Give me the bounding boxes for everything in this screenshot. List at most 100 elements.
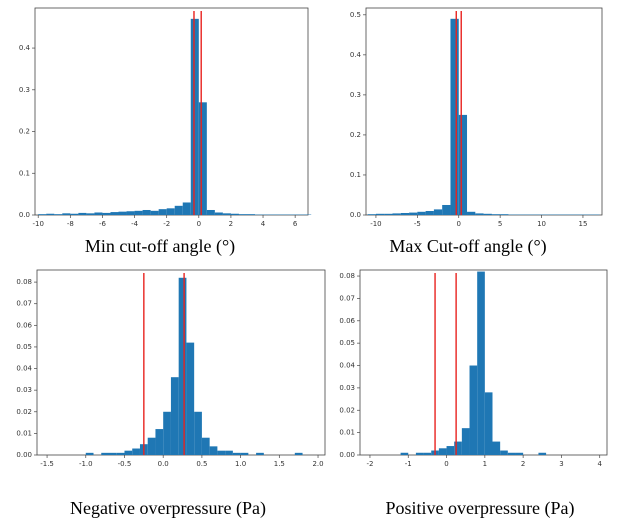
x-tick-label: -2 (366, 460, 373, 468)
x-tick-label: -4 (131, 220, 139, 228)
y-tick-label: 0.05 (16, 343, 32, 351)
x-tick-label: 1.5 (274, 460, 285, 468)
histogram-bar (85, 452, 94, 455)
x-tick-label: 1.0 (235, 460, 246, 468)
histogram-bar (46, 213, 55, 215)
y-tick-label: 0.1 (350, 171, 361, 179)
histogram-bar (102, 212, 111, 215)
y-tick-label: 0.2 (19, 128, 30, 136)
histogram-bar (240, 452, 249, 455)
histogram-bar (147, 437, 156, 455)
x-axis-label: Positive overpressure (Pa) (386, 498, 575, 519)
histogram-bar (433, 209, 443, 215)
histogram-bar (500, 450, 508, 455)
x-tick-label: 1 (483, 460, 487, 468)
histogram-bar (142, 209, 151, 215)
histogram-bar (124, 450, 133, 455)
histogram-bar (367, 214, 376, 215)
y-tick-label: 0.4 (19, 44, 31, 52)
histogram-bar (538, 452, 547, 455)
y-tick-label: 0.0 (19, 211, 30, 219)
y-tick-label: 0.00 (16, 451, 32, 459)
x-tick-label: -5 (414, 220, 421, 228)
x-tick-label: 4 (261, 220, 266, 228)
x-axis-label: Min cut-off angle (°) (85, 236, 235, 257)
histogram-bar (484, 392, 493, 455)
y-tick-label: 0.03 (16, 386, 32, 394)
x-tick-label: 5 (498, 220, 502, 228)
histogram-bar (198, 102, 207, 215)
x-tick-label: 6 (293, 220, 298, 228)
histogram-bar (70, 213, 79, 215)
histogram-bar (54, 214, 63, 215)
x-tick-label: 4 (597, 460, 602, 468)
x-tick-label: -0.5 (118, 460, 132, 468)
histogram-bar (101, 452, 109, 455)
x-tick-label: -1 (405, 460, 412, 468)
histogram-bar (475, 213, 484, 215)
histogram-bar (425, 210, 434, 215)
histogram-bar (126, 211, 135, 215)
histogram-bar (38, 214, 47, 215)
histogram-bar (515, 452, 524, 455)
x-tick-label: -2 (163, 220, 170, 228)
x-tick-label: -8 (67, 220, 74, 228)
histogram-bar (116, 452, 125, 455)
histogram-bar (500, 214, 509, 215)
histogram-bar (238, 214, 247, 215)
x-tick-label: -10 (32, 220, 43, 228)
x-tick-label: -10 (370, 220, 381, 228)
histogram-bar (400, 212, 410, 215)
y-tick-label: 0.06 (339, 317, 355, 325)
y-tick-label: 0.06 (16, 321, 32, 329)
y-tick-label: 0.00 (339, 451, 355, 459)
y-tick-label: 0.02 (16, 408, 32, 416)
histogram-bar (392, 213, 401, 215)
histogram-bar (163, 411, 171, 455)
histogram-bar (118, 211, 127, 215)
histogram-bar (166, 208, 175, 215)
histogram-bar (256, 452, 264, 455)
y-tick-label: 0.5 (350, 11, 361, 19)
histogram-bar (232, 452, 241, 455)
x-tick-label: 0.0 (158, 460, 169, 468)
x-tick-label: 2 (521, 460, 525, 468)
histogram-bar (86, 213, 95, 215)
y-tick-label: 0.07 (339, 294, 355, 302)
histogram-bar (109, 452, 117, 455)
x-tick-label: -1.0 (79, 460, 93, 468)
histogram-bar (62, 213, 71, 215)
histogram-bar (182, 202, 191, 215)
histogram-bar (438, 448, 447, 455)
histogram-bar (222, 213, 231, 215)
histogram-bar (446, 446, 455, 455)
histogram-bar (132, 448, 140, 455)
histogram-bar (194, 411, 202, 455)
histogram-bar (491, 214, 501, 215)
x-axis-label: Negative overpressure (Pa) (70, 498, 266, 519)
x-tick-label: 10 (537, 220, 546, 228)
histogram-bar (190, 18, 199, 216)
histogram-bar (206, 209, 215, 215)
histogram-bar (150, 210, 159, 215)
y-tick-label: 0.1 (19, 169, 30, 177)
histogram-bar (467, 211, 476, 215)
x-tick-label: -6 (99, 220, 107, 228)
y-tick-label: 0.07 (16, 300, 32, 308)
histogram-bar (400, 452, 409, 455)
histogram-bar (178, 277, 187, 455)
y-tick-label: 0.04 (16, 365, 32, 373)
x-tick-label: 3 (559, 460, 563, 468)
plot-area (34, 7, 309, 216)
y-tick-label: 0.4 (350, 51, 362, 59)
x-tick-label: 0 (457, 220, 461, 228)
histogram-bar (384, 213, 393, 215)
histogram-bar (78, 212, 87, 215)
histogram-bar (415, 452, 424, 455)
histogram-bar (209, 446, 218, 455)
x-tick-label: 15 (578, 220, 587, 228)
x-tick-label: 2.0 (312, 460, 323, 468)
y-tick-label: 0.02 (339, 406, 355, 414)
y-tick-label: 0.2 (350, 131, 361, 139)
histogram-bar (170, 377, 179, 455)
